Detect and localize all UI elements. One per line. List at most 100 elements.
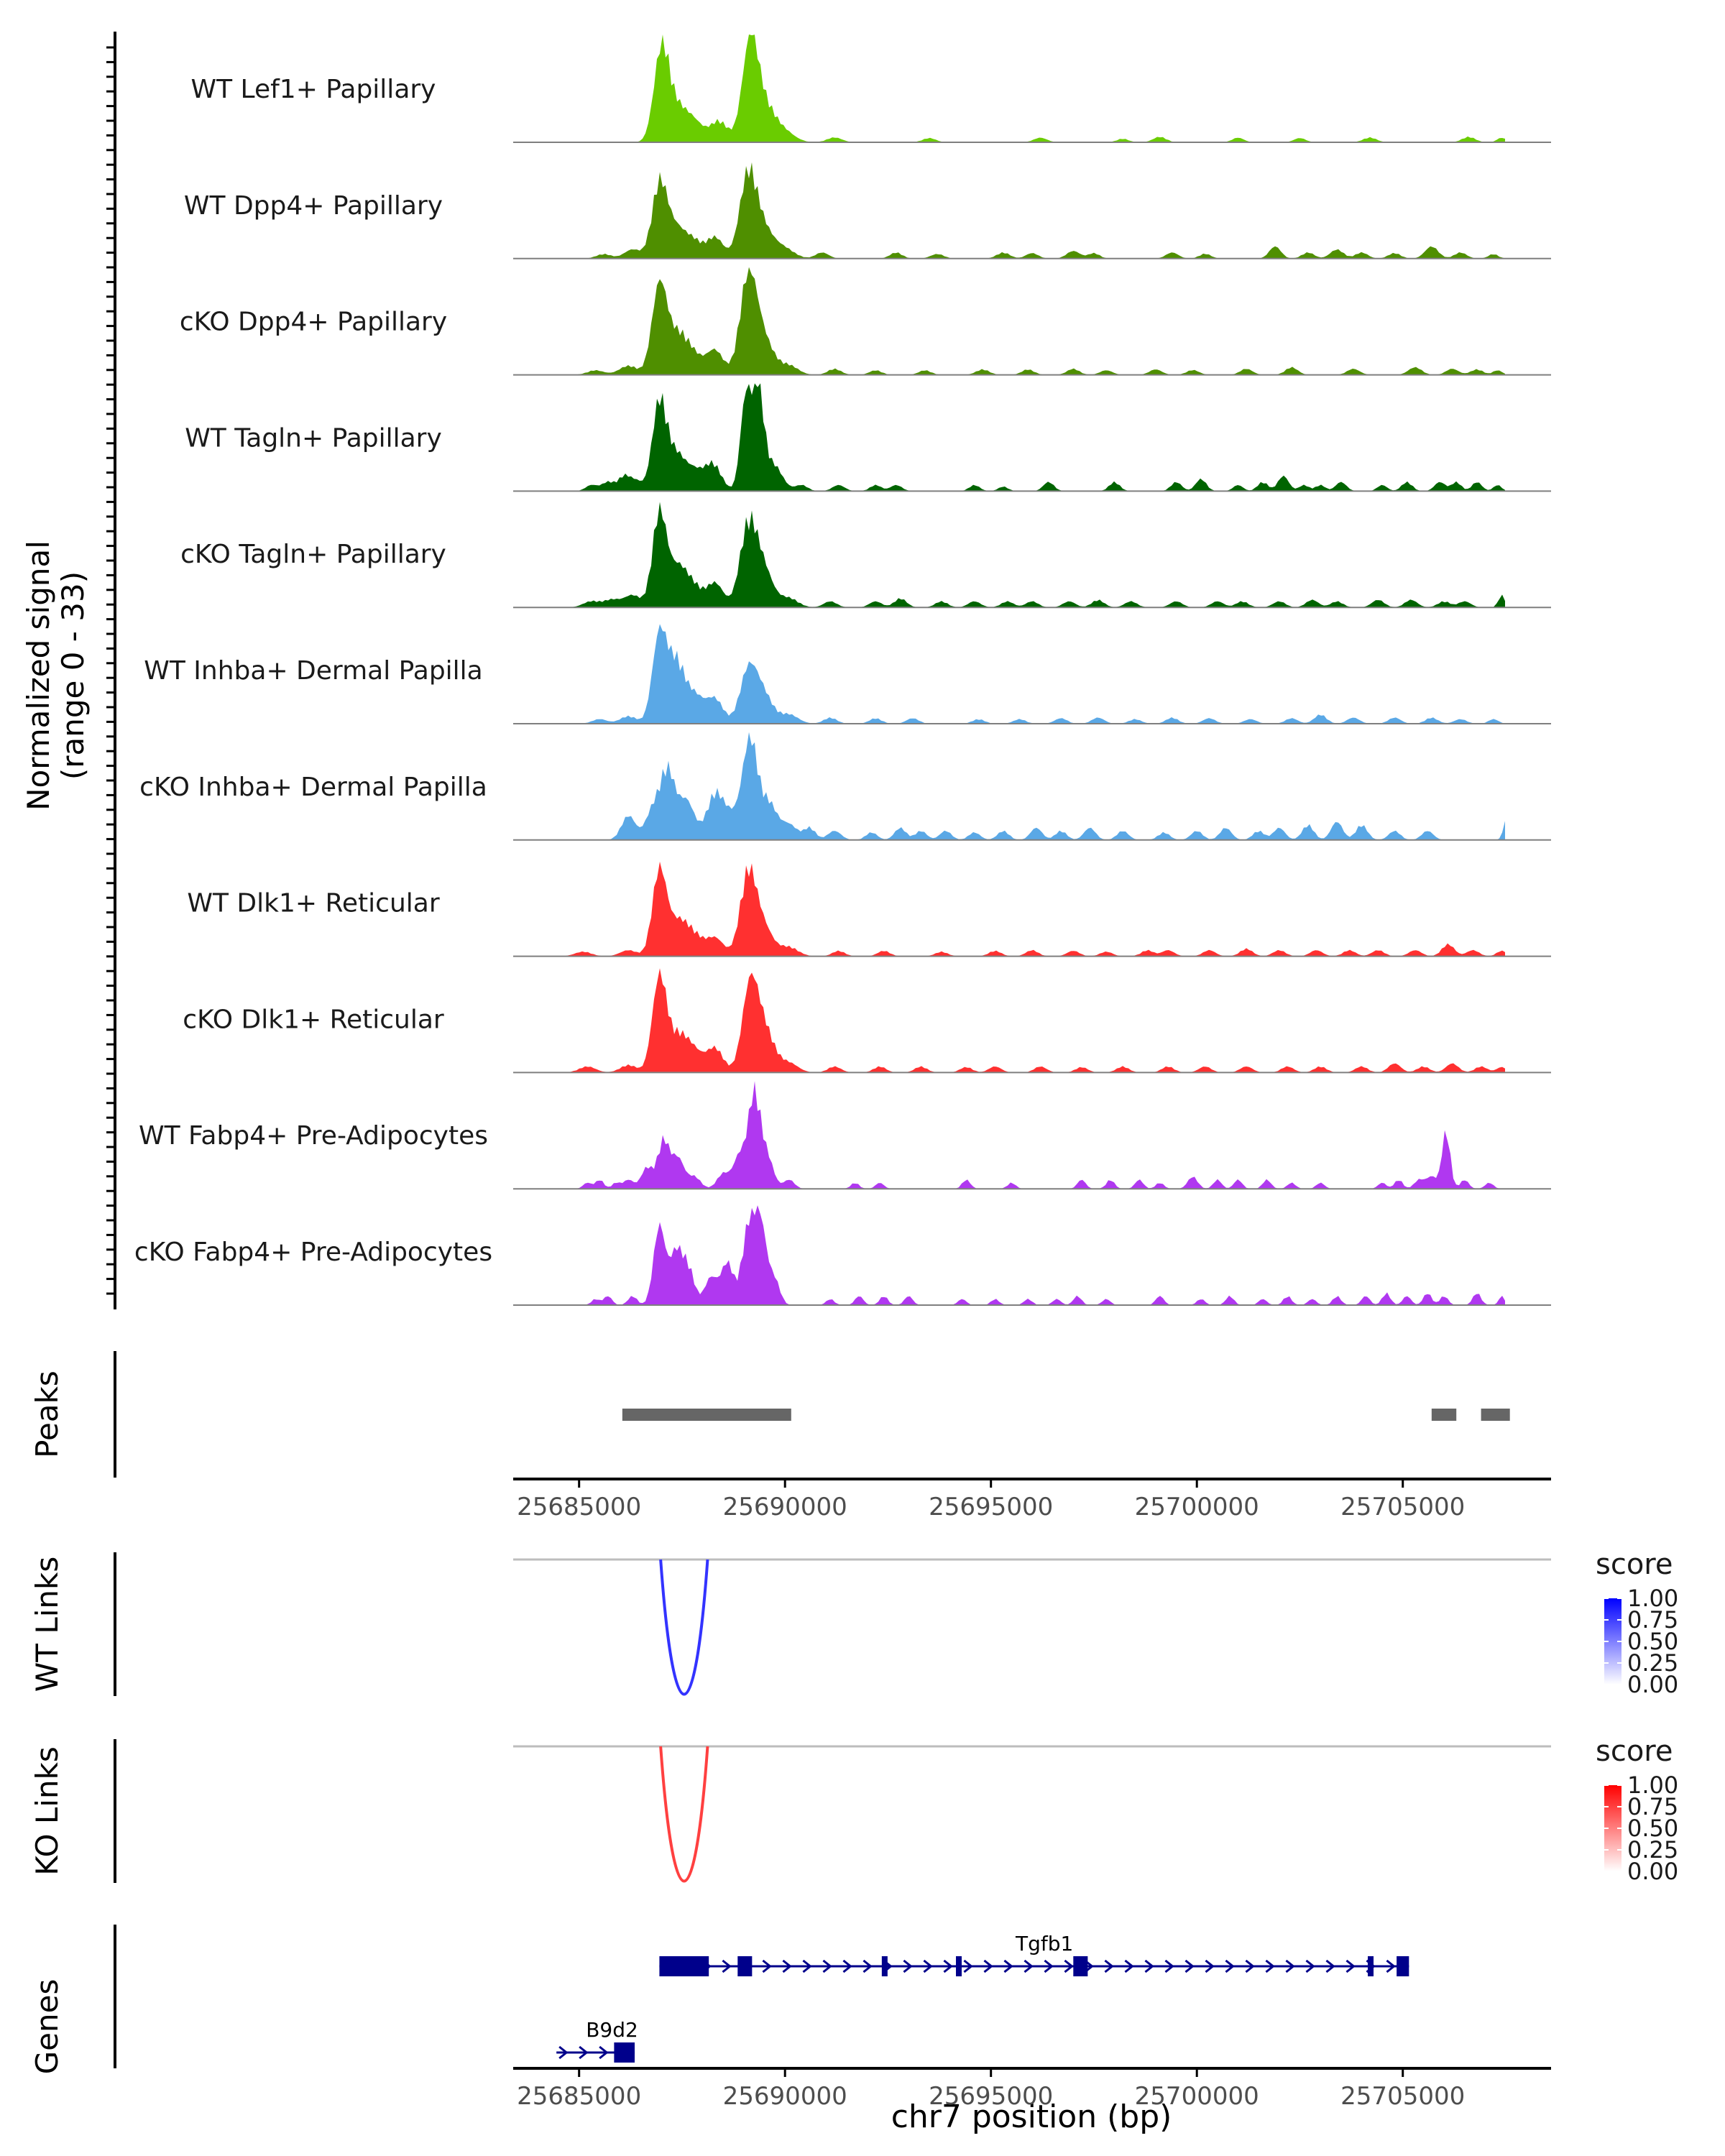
x-axis-tick-label: 25695000 <box>929 1493 1053 1521</box>
gene-exon <box>614 2042 635 2063</box>
coverage-track: cKO Dlk1+ Reticular <box>183 968 1551 1074</box>
peak-region <box>1481 1409 1510 1421</box>
coverage-track: WT Lef1+ Papillary <box>191 34 1551 143</box>
gene-exon <box>737 1956 753 1976</box>
gene-strand-chevron <box>782 1959 792 1973</box>
link-arc <box>659 1559 709 1696</box>
score-legend-tick-label: 0.75 <box>1627 1606 1678 1634</box>
coverage-track-label: WT Lef1+ Papillary <box>191 75 436 104</box>
gene-strand-chevron <box>1265 1959 1275 1973</box>
links-track-label: KO Links <box>29 1746 65 1876</box>
coverage-y-axis-title-line1: Normalized signal <box>21 540 56 811</box>
coverage-track-label: WT Inhba+ Dermal Papilla <box>144 656 482 686</box>
gene-strand-chevron <box>903 1959 913 1973</box>
score-legend-tick-label: 0.25 <box>1627 1649 1678 1677</box>
peak-region <box>622 1409 791 1421</box>
gene-strand-chevron <box>943 1959 953 1973</box>
links-track-label: WT Links <box>29 1557 65 1692</box>
gene-strand-chevron <box>862 1959 873 1973</box>
gene-strand-chevron <box>1225 1959 1235 1973</box>
genes-track-label: Genes <box>29 1979 65 2075</box>
coverage-area-fill <box>513 162 1505 259</box>
score-legend-tick-label: 0.25 <box>1627 1836 1678 1864</box>
x-axis-tick-label: 25700000 <box>1135 1493 1259 1521</box>
coverage-track-label: WT Dlk1+ Reticular <box>187 889 439 918</box>
gene-strand-chevron <box>1325 1959 1335 1973</box>
gene-strand-chevron <box>842 1959 852 1973</box>
gene-strand-chevron <box>1144 1959 1154 1973</box>
coverage-track-label: WT Dpp4+ Papillary <box>184 191 443 221</box>
coverage-area-fill <box>513 383 1505 492</box>
x-axes: chr7 position (bp) 25685000 25690000 25695… <box>513 1478 1551 2135</box>
x-axis-tick-label: 25685000 <box>517 2082 641 2111</box>
gene-strand-chevron <box>1104 1959 1114 1973</box>
x-axis-tick-label: 25685000 <box>517 1493 641 1521</box>
coverage-area-fill <box>513 267 1505 375</box>
gene-exon <box>955 1956 962 1976</box>
coverage-track: WT Dlk1+ Reticular <box>187 861 1551 957</box>
coverage-track: WT Fabp4+ Pre-Adipocytes <box>139 1081 1551 1190</box>
coverage-area-fill <box>513 1081 1505 1189</box>
gene-exon <box>659 1956 709 1976</box>
coverage-area-fill <box>513 1205 1505 1305</box>
coverage-track: WT Inhba+ Dermal Papilla <box>144 624 1551 724</box>
x-axis-tick-label: 25690000 <box>723 1493 847 1521</box>
gene-strand-chevron <box>1346 1959 1356 1973</box>
gene-name-label: Tgfb1 <box>1015 1932 1073 1955</box>
gene-strand-chevron <box>1003 1959 1013 1973</box>
peak-region <box>1431 1409 1457 1421</box>
score-legend-title: score <box>1596 1735 1673 1768</box>
gene-strand-chevron <box>1205 1959 1215 1973</box>
gene-strand-chevron <box>1245 1959 1255 1973</box>
x-axis-title: chr7 position (bp) <box>891 2099 1172 2135</box>
link-arc <box>659 1746 709 1883</box>
gene-strand-chevron <box>1184 1959 1195 1973</box>
gene-strand-chevron <box>579 2045 589 2060</box>
links-track: WT Links score 1.000.750.500.250.00 <box>29 1548 1678 1698</box>
gene-strand-chevron <box>802 1959 812 1973</box>
coverage-track: WT Dpp4+ Papillary <box>184 162 1551 259</box>
gene-model: Tgfb1 <box>659 1932 1409 1976</box>
coverage-track: cKO Tagln+ Papillary <box>180 502 1551 609</box>
score-legend-tick-label: 0.75 <box>1627 1793 1678 1820</box>
gene-strand-chevron <box>1064 1959 1074 1973</box>
gene-strand-chevron <box>1305 1959 1315 1973</box>
score-legend: score 1.000.750.500.250.00 <box>1596 1735 1678 1885</box>
gene-strand-chevron <box>1164 1959 1174 1973</box>
coverage-track: cKO Inhba+ Dermal Papilla <box>139 732 1551 841</box>
coverage-y-axis-title-line2: (range 0 - 33) <box>55 571 91 780</box>
coverage-track: cKO Fabp4+ Pre-Adipocytes <box>134 1205 1551 1306</box>
score-legend-tick-label: 1.00 <box>1627 1772 1678 1799</box>
x-axis-tick-label: 25690000 <box>723 2082 847 2111</box>
coverage-area-fill <box>513 34 1505 142</box>
x-axis-tick-label: 25700000 <box>1135 2082 1259 2111</box>
coverage-area-fill <box>513 502 1505 608</box>
x-axis-tick-label: 25705000 <box>1340 2082 1465 2111</box>
gene-strand-chevron <box>1044 1959 1054 1973</box>
coverage-area-fill <box>513 861 1505 957</box>
coverage-tracks: WT Lef1+ Papillary WT Dpp4+ Papillary cKO … <box>106 32 1551 1309</box>
gene-exon <box>881 1956 888 1976</box>
gene-strand-chevron <box>822 1959 832 1973</box>
gene-strand-chevron <box>1124 1959 1134 1973</box>
gene-strand-chevron <box>762 1959 772 1973</box>
x-axis-tick-label: 25705000 <box>1340 1493 1465 1521</box>
gene-strand-chevron <box>722 1959 732 1973</box>
coverage-area-fill <box>513 968 1505 1073</box>
gene-strand-chevron <box>1024 1959 1034 1973</box>
gene-strand-chevron <box>963 1959 973 1973</box>
gene-exon <box>1073 1956 1088 1976</box>
gene-strand-chevron <box>558 2045 569 2060</box>
score-legend-tick-label: 0.00 <box>1627 1671 1678 1698</box>
gene-strand-chevron <box>983 1959 993 1973</box>
gene-exon <box>1368 1956 1374 1976</box>
coverage-track-label: cKO Tagln+ Papillary <box>180 540 446 569</box>
coverage-area-fill <box>513 732 1505 840</box>
genes-track: Genes Tgfb1 B9d2 <box>29 1925 1409 2074</box>
peaks-track-label: Peaks <box>29 1370 65 1458</box>
gene-strand-chevron <box>1386 1959 1396 1973</box>
score-legend-tick-label: 1.00 <box>1627 1585 1678 1612</box>
gene-strand-chevron <box>923 1959 933 1973</box>
